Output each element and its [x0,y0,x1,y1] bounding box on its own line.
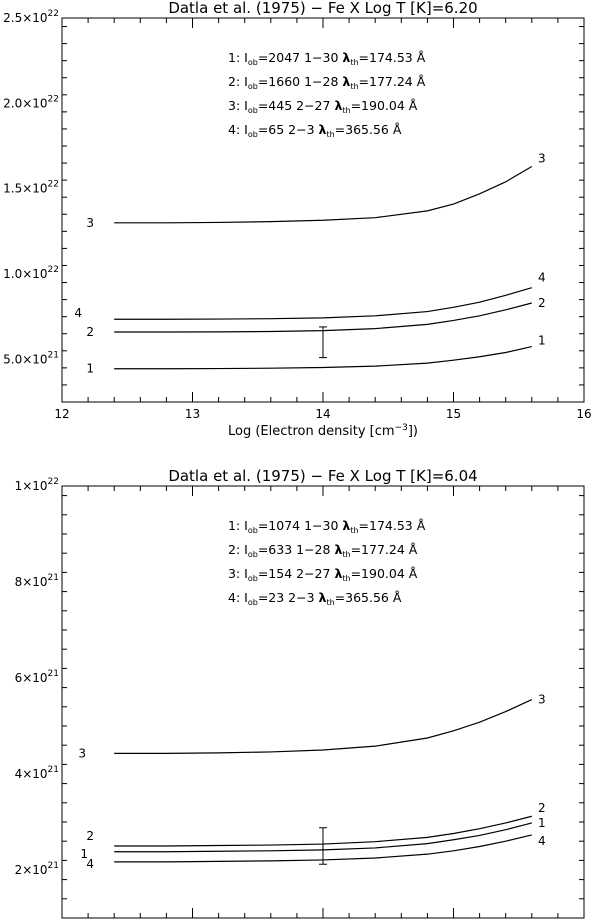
series-start-label-2: 2 [86,325,94,339]
x-tick-label: 16 [576,407,591,421]
chart-panel-1: Datla et al. (1975) − Fe X Log T [K]=6.2… [3,0,592,439]
x-tick-label: 13 [185,407,200,421]
series-line-4 [114,834,532,863]
y-tick-label: 1.5×1022 [3,180,59,196]
legend-entry: 2: Iob=633 1−28 λth=177.24 Å [228,542,418,559]
series-end-label-3: 3 [538,693,546,707]
series-end-label-2: 2 [538,296,546,310]
y-tick-label: 4×1021 [15,765,59,781]
y-tick-label: 1.0×1022 [3,265,59,281]
legend-entry: 2: Iob=1660 1−28 λth=177.24 Å [228,74,426,91]
error-bar [319,326,327,359]
x-tick-label: 12 [54,407,69,421]
y-tick-label: 1×1022 [15,477,59,493]
chart-panel-2: Datla et al. (1975) − Fe X Log T [K]=6.0… [15,467,585,919]
y-tick-label: 8×1021 [15,573,59,589]
y-tick-label: 6×1021 [15,669,59,685]
series-line-1 [114,822,532,853]
y-tick-label: 2.0×1022 [3,94,59,110]
legend-entry: 4: Iob=65 2−3 λth=365.56 Å [228,122,402,139]
series-start-label-3: 3 [78,746,86,760]
legend-entry: 4: Iob=23 2−3 λth=365.56 Å [228,590,402,607]
chart-title: Datla et al. (1975) − Fe X Log T [K]=6.0… [168,467,477,485]
series-start-label-1: 1 [80,847,88,861]
series-line-4 [114,287,532,320]
series-end-label-1: 1 [538,334,546,348]
x-tick-label: 14 [315,407,330,421]
series-line-2 [114,815,532,847]
x-axis-label: Log (Electron density [cm−3]) [228,423,418,439]
y-tick-label: 2.5×1022 [3,9,59,25]
series-start-label-1: 1 [86,362,94,376]
error-bar [319,827,327,865]
series-end-label-2: 2 [538,801,546,815]
chart-title: Datla et al. (1975) − Fe X Log T [K]=6.2… [168,0,477,17]
y-tick-label: 5.0×1021 [3,350,59,366]
y-tick-label: 2×1021 [15,861,59,877]
series-end-label-4: 4 [538,271,546,285]
series-line-3 [114,165,533,224]
legend-entry: 1: Iob=1074 1−30 λth=174.53 Å [228,518,426,535]
series-line-3 [114,699,533,754]
legend-entry: 3: Iob=154 2−27 λth=190.04 Å [228,566,418,583]
series-line-1 [114,345,532,370]
series-end-label-4: 4 [538,834,546,848]
series-line-2 [114,302,532,333]
x-tick-label: 15 [446,407,461,421]
series-start-label-4: 4 [86,857,94,871]
legend-entry: 1: Iob=2047 1−30 λth=174.53 Å [228,50,426,67]
series-start-label-3: 3 [86,216,94,230]
series-end-label-3: 3 [538,151,546,165]
legend-entry: 3: Iob=445 2−27 λth=190.04 Å [228,98,418,115]
series-start-label-2: 2 [86,829,94,843]
series-start-label-4: 4 [74,306,82,320]
series-end-label-1: 1 [538,816,546,830]
